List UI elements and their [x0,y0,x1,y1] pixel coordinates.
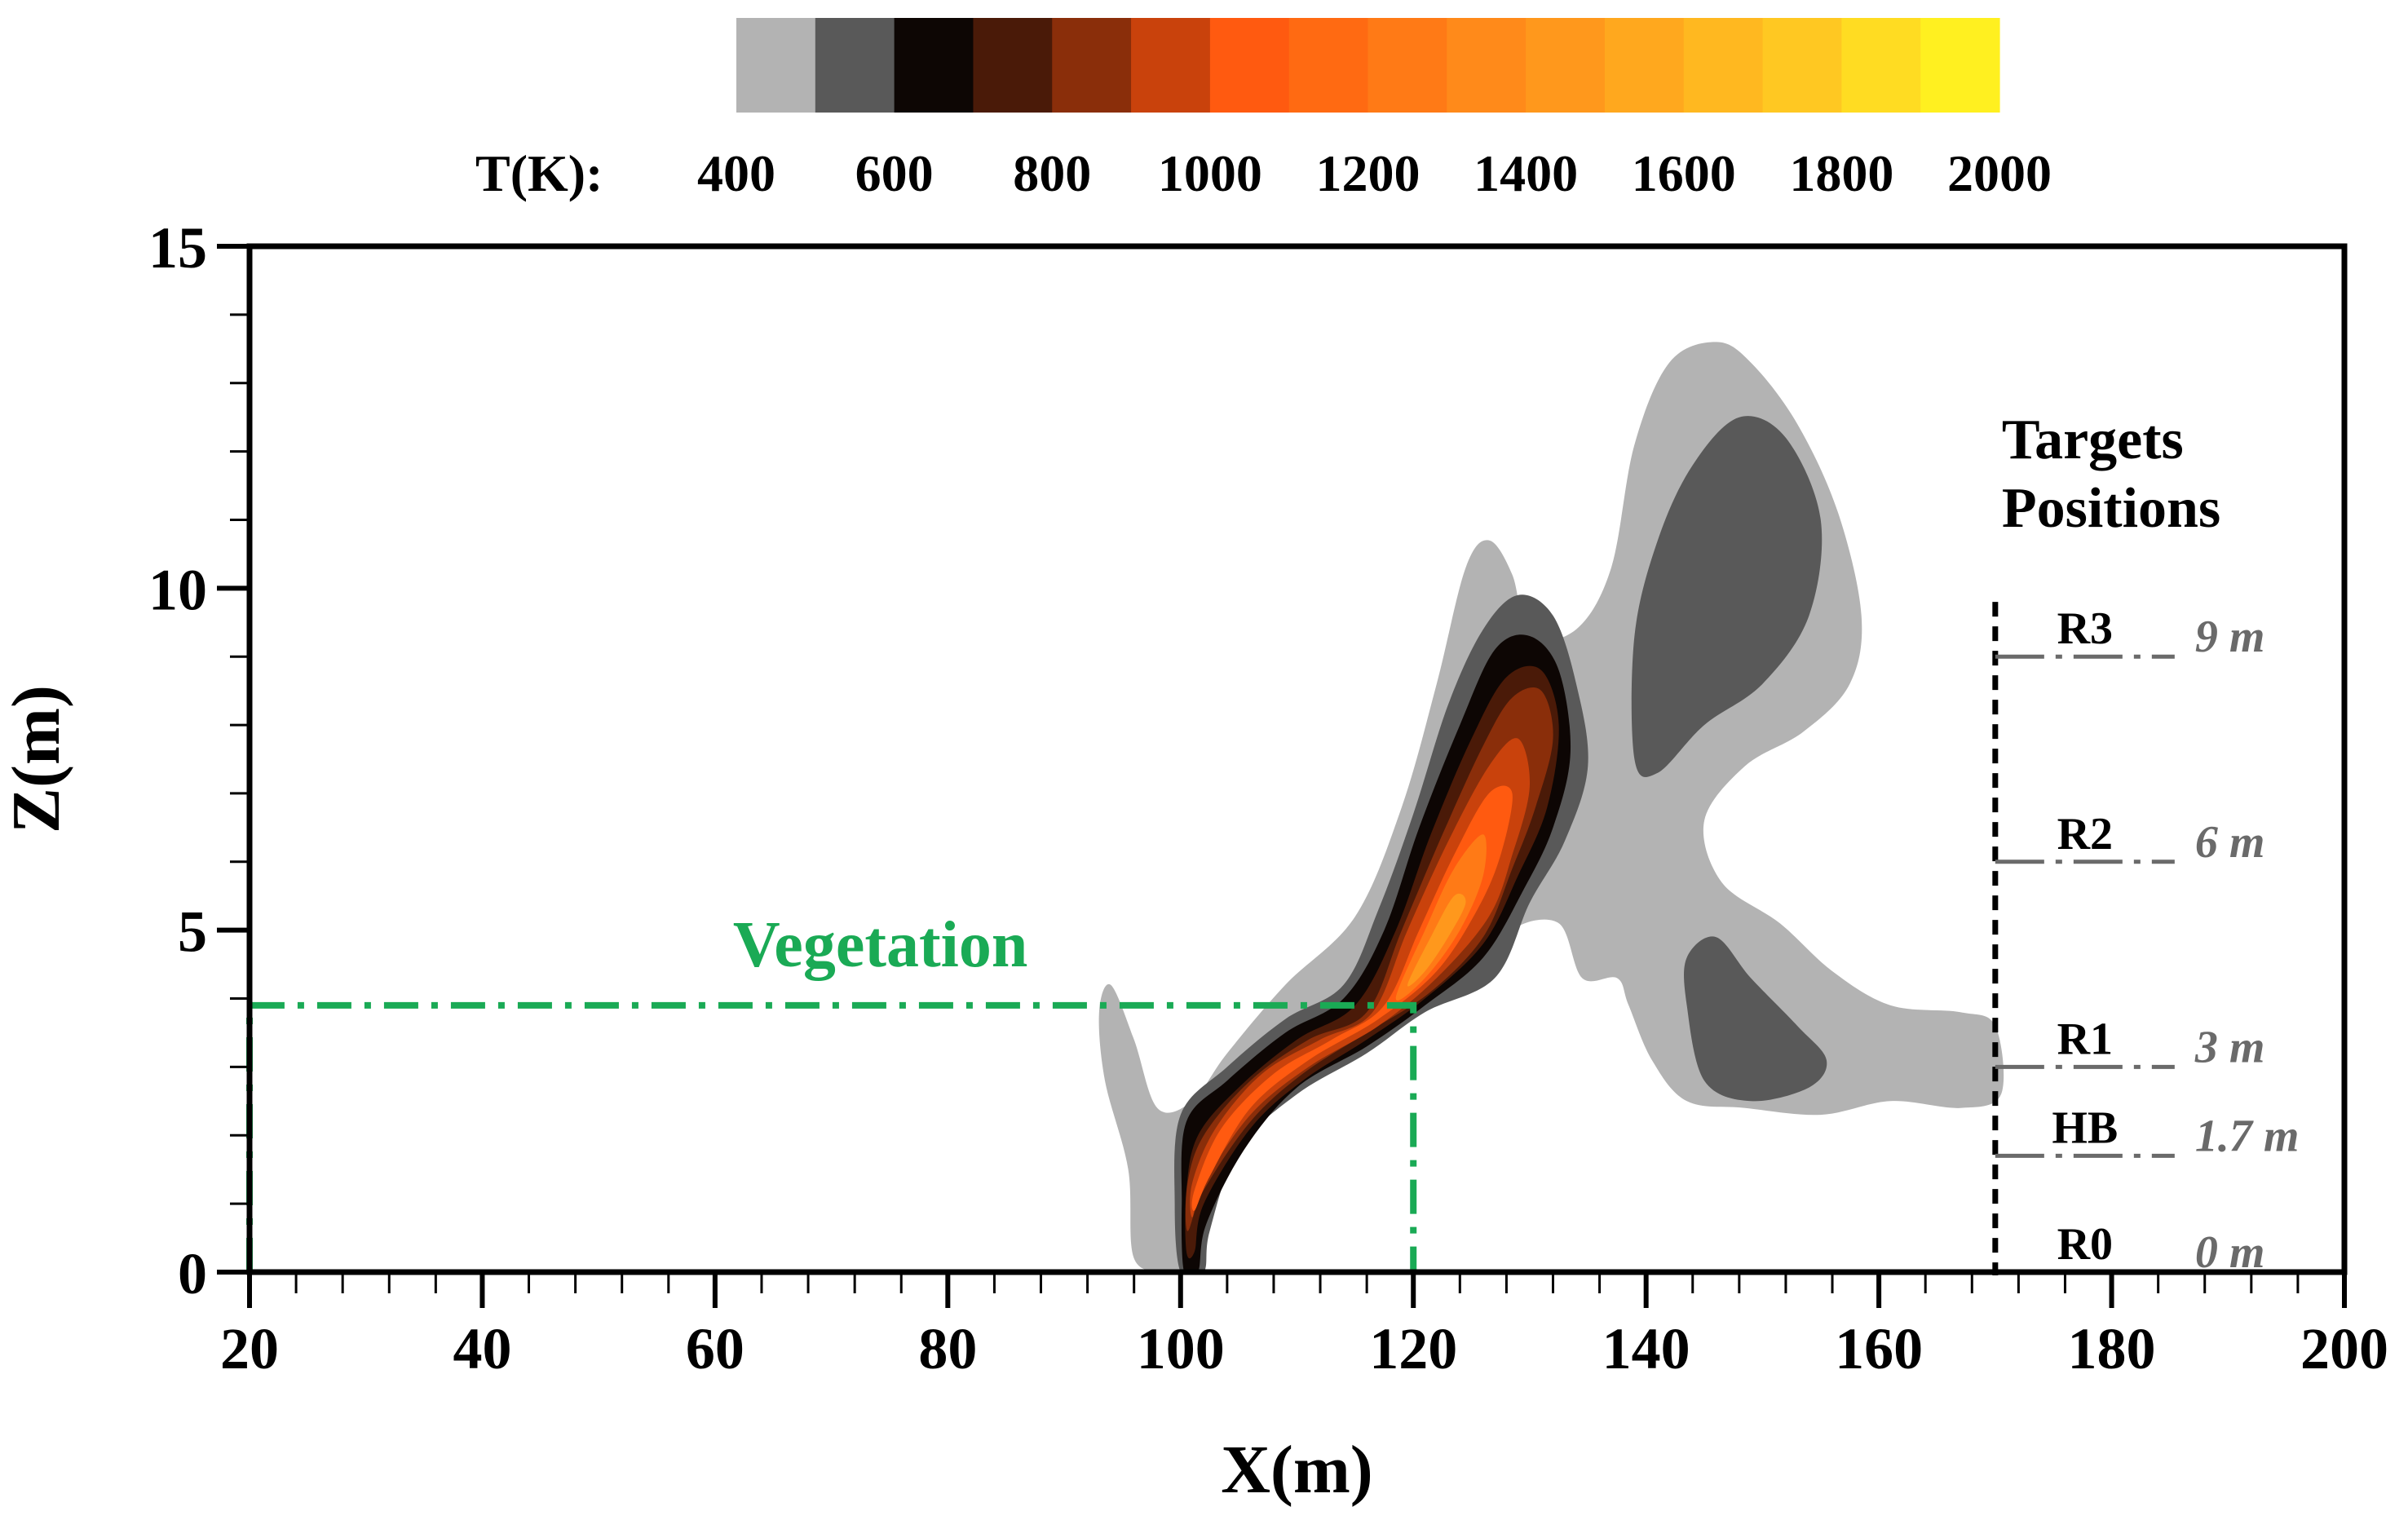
y-tick-label: 0 [178,1241,207,1306]
colorbar-tick-label: 1000 [1158,144,1262,202]
x-tick-label: 60 [686,1316,744,1381]
target-height: 3 m [2194,1022,2265,1072]
target-name: HB [2052,1102,2118,1153]
y-tick-label: 5 [178,899,207,965]
colorbar-segment-12 [1683,18,1764,113]
contour-1200K [1407,893,1466,987]
x-tick-label: 160 [1835,1316,1923,1381]
colorbar-tick-label: 2000 [1947,144,2052,202]
x-tick-label: 20 [220,1316,279,1381]
colorbar-tick-label: 1800 [1789,144,1893,202]
colorbar-segment-10 [1526,18,1606,113]
x-tick-label: 40 [453,1316,511,1381]
y-tick-label: 15 [148,215,207,281]
colorbar-segment-4 [1052,18,1132,113]
targets-title-line2: Positions [2002,477,2220,540]
colorbar-segment-13 [1762,18,1842,113]
contour-500K [1631,416,1823,777]
target-height: 6 m [2195,817,2265,868]
axes: 20 40 60 80 100 120 140 160 180 200 0 5 10 15 [148,215,2388,1381]
colorbar-segment-11 [1604,18,1685,113]
colorbar-segment-15 [1920,18,2000,113]
colorbar-segment-1 [815,18,895,113]
target-height: 9 m [2195,612,2265,662]
colorbar-segment-3 [973,18,1053,113]
colorbar-tick-label: 1600 [1632,144,1736,202]
colorbar-tick-label: 400 [697,144,775,202]
contour-1000K [1191,785,1513,1211]
x-tick-label: 120 [1369,1316,1457,1381]
colorbar-segment-2 [894,18,974,113]
target-name: R3 [2057,603,2113,654]
x-tick-label: 100 [1137,1316,1225,1381]
temperature-contours [1098,342,2004,1272]
target-positions: R3 9 mR2 6 mR1 3 mHB 1.7 mR0 0 m [1992,602,2300,1278]
colorbar-tick-label: 600 [855,144,934,202]
x-axis-title: X(m) [1221,1432,1373,1508]
vegetation-label: Vegetation [733,909,1027,981]
y-axis-title: Z(m) [0,685,74,833]
colorbar-tick-label: 800 [1013,144,1091,202]
colorbar-segment-5 [1131,18,1211,113]
target-name: R0 [2057,1219,2113,1270]
colorbar-segment-7 [1288,18,1369,113]
colorbar-segment-14 [1841,18,1921,113]
y-tick-label: 10 [148,557,207,622]
x-tick-label: 180 [2068,1316,2156,1381]
colorbar-segment-8 [1367,18,1447,113]
colorbar-segment-9 [1447,18,1527,113]
target-name: R1 [2057,1014,2113,1064]
contour-500K [1684,936,1827,1102]
target-name: R2 [2057,809,2113,859]
plot-frame [246,243,2348,1275]
colorbar-title: T(K): [475,144,603,202]
colorbar [736,18,2000,113]
target-height: 1.7 m [2195,1111,2300,1161]
vegetation-boundary [246,1001,1417,1272]
x-tick-label: 200 [2300,1316,2388,1381]
colorbar-tick-label: 1200 [1316,144,1420,202]
contour-900K [1190,738,1531,1217]
colorbar-segment-0 [736,18,816,113]
targets-title-line1: Targets [2002,409,2184,471]
x-tick-label: 80 [918,1316,977,1381]
vegetation-zone [246,1001,1417,1272]
colorbar-tick-label: 1400 [1474,144,1578,202]
colorbar-segment-6 [1209,18,1290,113]
x-tick-label: 140 [1602,1316,1690,1381]
colorbar-tick-labels: 400 600 800 1000 1200 1400 1600 1800 2000 [697,144,2052,202]
